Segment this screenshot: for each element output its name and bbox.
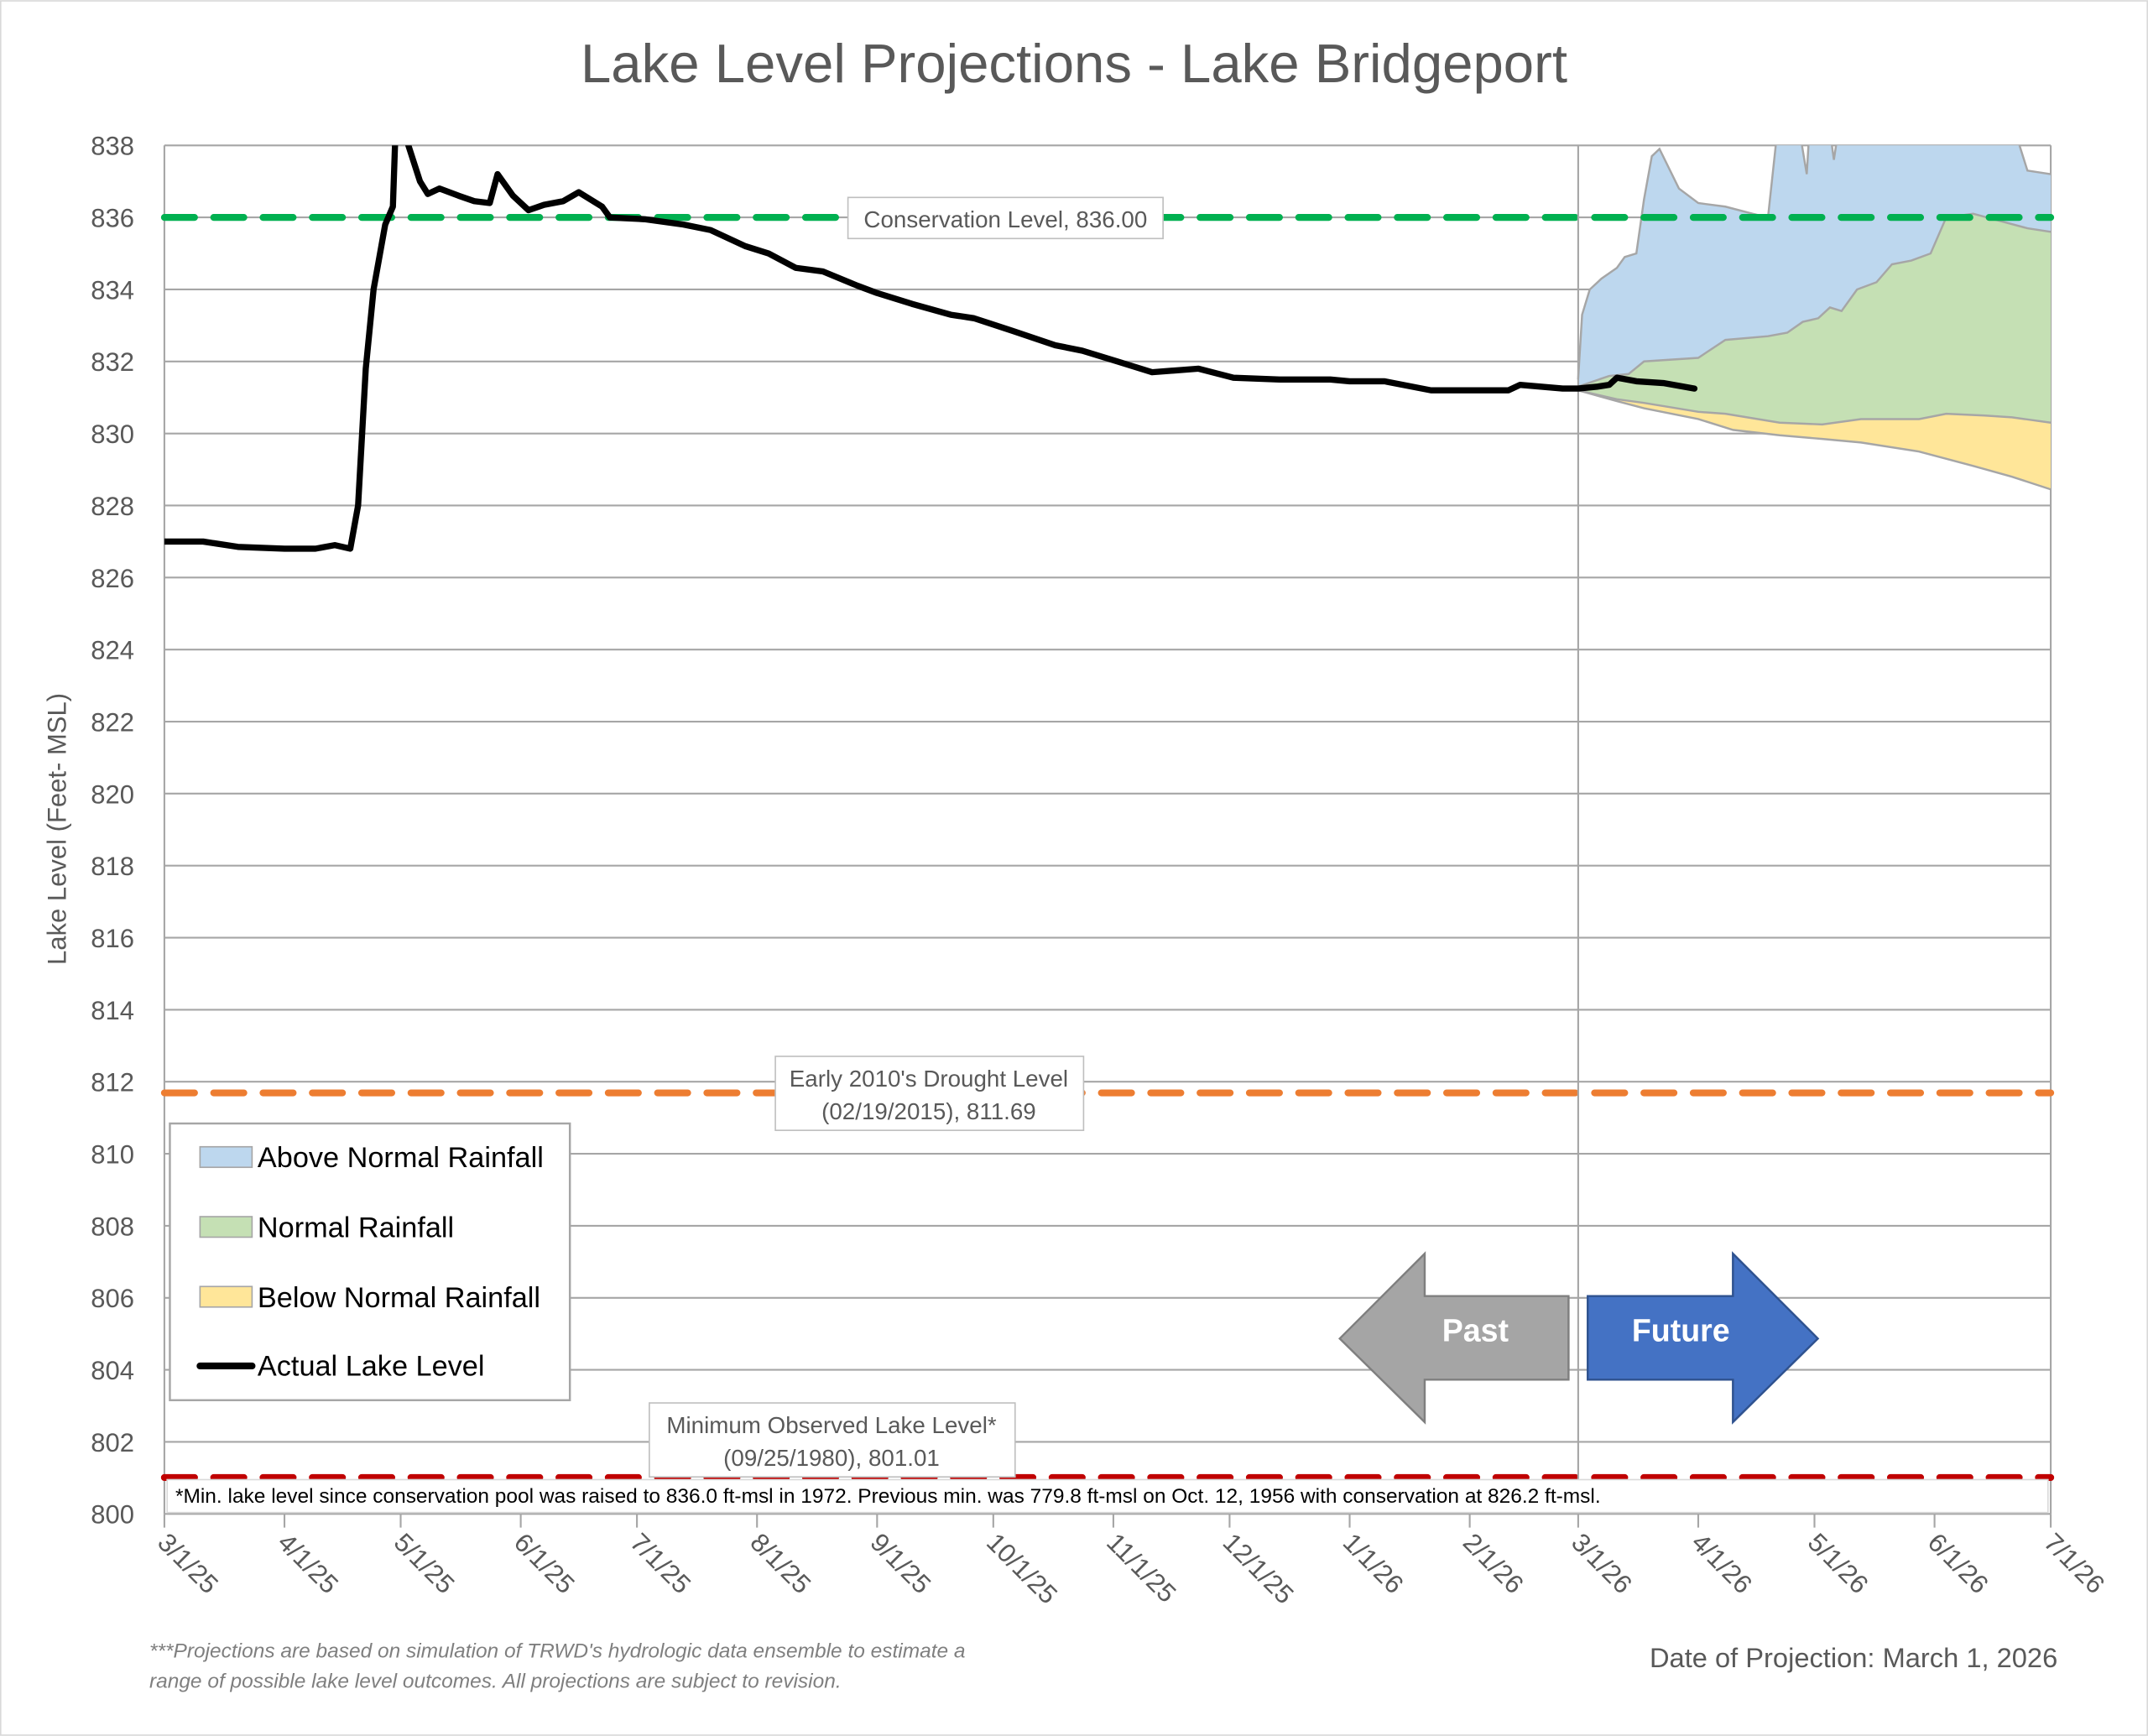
future-arrow: Future (1587, 1251, 1820, 1425)
y-tick-label: 828 (91, 492, 134, 521)
y-tick-label: 824 (91, 636, 134, 665)
footnote: *Min. lake level since conservation pool… (175, 1485, 1601, 1508)
legend-item-above-normal: Above Normal Rainfall (199, 1142, 544, 1174)
y-tick-label: 808 (91, 1212, 134, 1241)
y-tick-label: 826 (91, 564, 134, 593)
y-tick-label: 802 (91, 1428, 134, 1457)
legend-label-above: Above Normal Rainfall (258, 1142, 544, 1174)
conservation-callout: Conservation Level, 836.00 (847, 196, 1164, 240)
projection-note-line1: ***Projections are based on simulation o… (149, 1640, 966, 1663)
projection-note-line2: range of possible lake level outcomes. A… (149, 1671, 842, 1693)
y-tick-label: 814 (91, 996, 134, 1025)
footnote-box (166, 1478, 2049, 1514)
legend-swatch-normal (199, 1216, 253, 1238)
below-normal-edge (1577, 389, 2052, 426)
below-normal-band (1577, 390, 2052, 490)
future-label: Future (1632, 1313, 1730, 1348)
below-normal-lower-edge (1577, 389, 2052, 491)
above-normal-band (1577, 145, 2052, 387)
minimum-callout-line1: Minimum Observed Lake Level* (666, 1412, 996, 1438)
y-tick-label: 806 (91, 1284, 134, 1313)
y-tick-label: 810 (91, 1140, 134, 1170)
legend-item-actual: Actual Lake Level (196, 1350, 484, 1382)
past-label: Past (1442, 1313, 1509, 1348)
y-tick-label: 804 (91, 1356, 134, 1385)
chart-title: Lake Level Projections - Lake Bridgeport (581, 33, 1567, 94)
y-tick-label: 818 (91, 852, 134, 881)
projection-bands (1577, 145, 2052, 491)
actual-level-series (164, 145, 1698, 552)
drought-callout: Early 2010's Drought Level (02/19/2015),… (774, 1056, 1085, 1131)
normal-band (1577, 213, 2052, 425)
y-tick-label: 812 (91, 1068, 134, 1097)
y-tick-label: 822 (91, 707, 134, 737)
legend: Above Normal Rainfall Normal Rainfall Be… (169, 1122, 571, 1402)
y-tick-label: 800 (91, 1500, 134, 1530)
drought-callout-line2: (02/19/2015), 811.69 (821, 1098, 1036, 1124)
y-tick-label: 838 (91, 132, 134, 161)
y-tick-label: 820 (91, 779, 134, 809)
past-arrow: Past (1337, 1251, 1570, 1425)
above-normal-edge (1577, 145, 2052, 380)
legend-item-below-normal: Below Normal Rainfall (199, 1282, 540, 1314)
minimum-callout-line2: (09/25/1980), 801.01 (723, 1445, 940, 1471)
y-axis-ticks: 800 802 804 806 808 810 812 814 816 818 820 822 824 8… (91, 132, 134, 1530)
y-tick-label: 836 (91, 204, 134, 233)
y-tick-label: 830 (91, 420, 134, 449)
legend-item-normal: Normal Rainfall (199, 1212, 454, 1244)
minimum-callout: Minimum Observed Lake Level* (09/25/1980… (649, 1402, 1016, 1478)
actual-lake-level-line (164, 145, 1698, 552)
y-tick-label: 834 (91, 275, 134, 305)
conservation-callout-text: Conservation Level, 836.00 (863, 206, 1147, 232)
y-tick-label: 832 (91, 347, 134, 377)
legend-label-normal: Normal Rainfall (258, 1212, 454, 1243)
projection-date: Date of Projection: March 1, 2026 (1650, 1642, 2057, 1673)
drought-callout-line1: Early 2010's Drought Level (790, 1066, 1068, 1092)
legend-swatch-above (199, 1145, 253, 1169)
y-tick-label: 816 (91, 924, 134, 953)
y-axis-label: Lake Level (Feet- MSL) (42, 693, 71, 965)
legend-label-actual: Actual Lake Level (258, 1350, 484, 1382)
legend-swatch-below (199, 1285, 253, 1308)
legend-label-below: Below Normal Rainfall (258, 1282, 540, 1314)
